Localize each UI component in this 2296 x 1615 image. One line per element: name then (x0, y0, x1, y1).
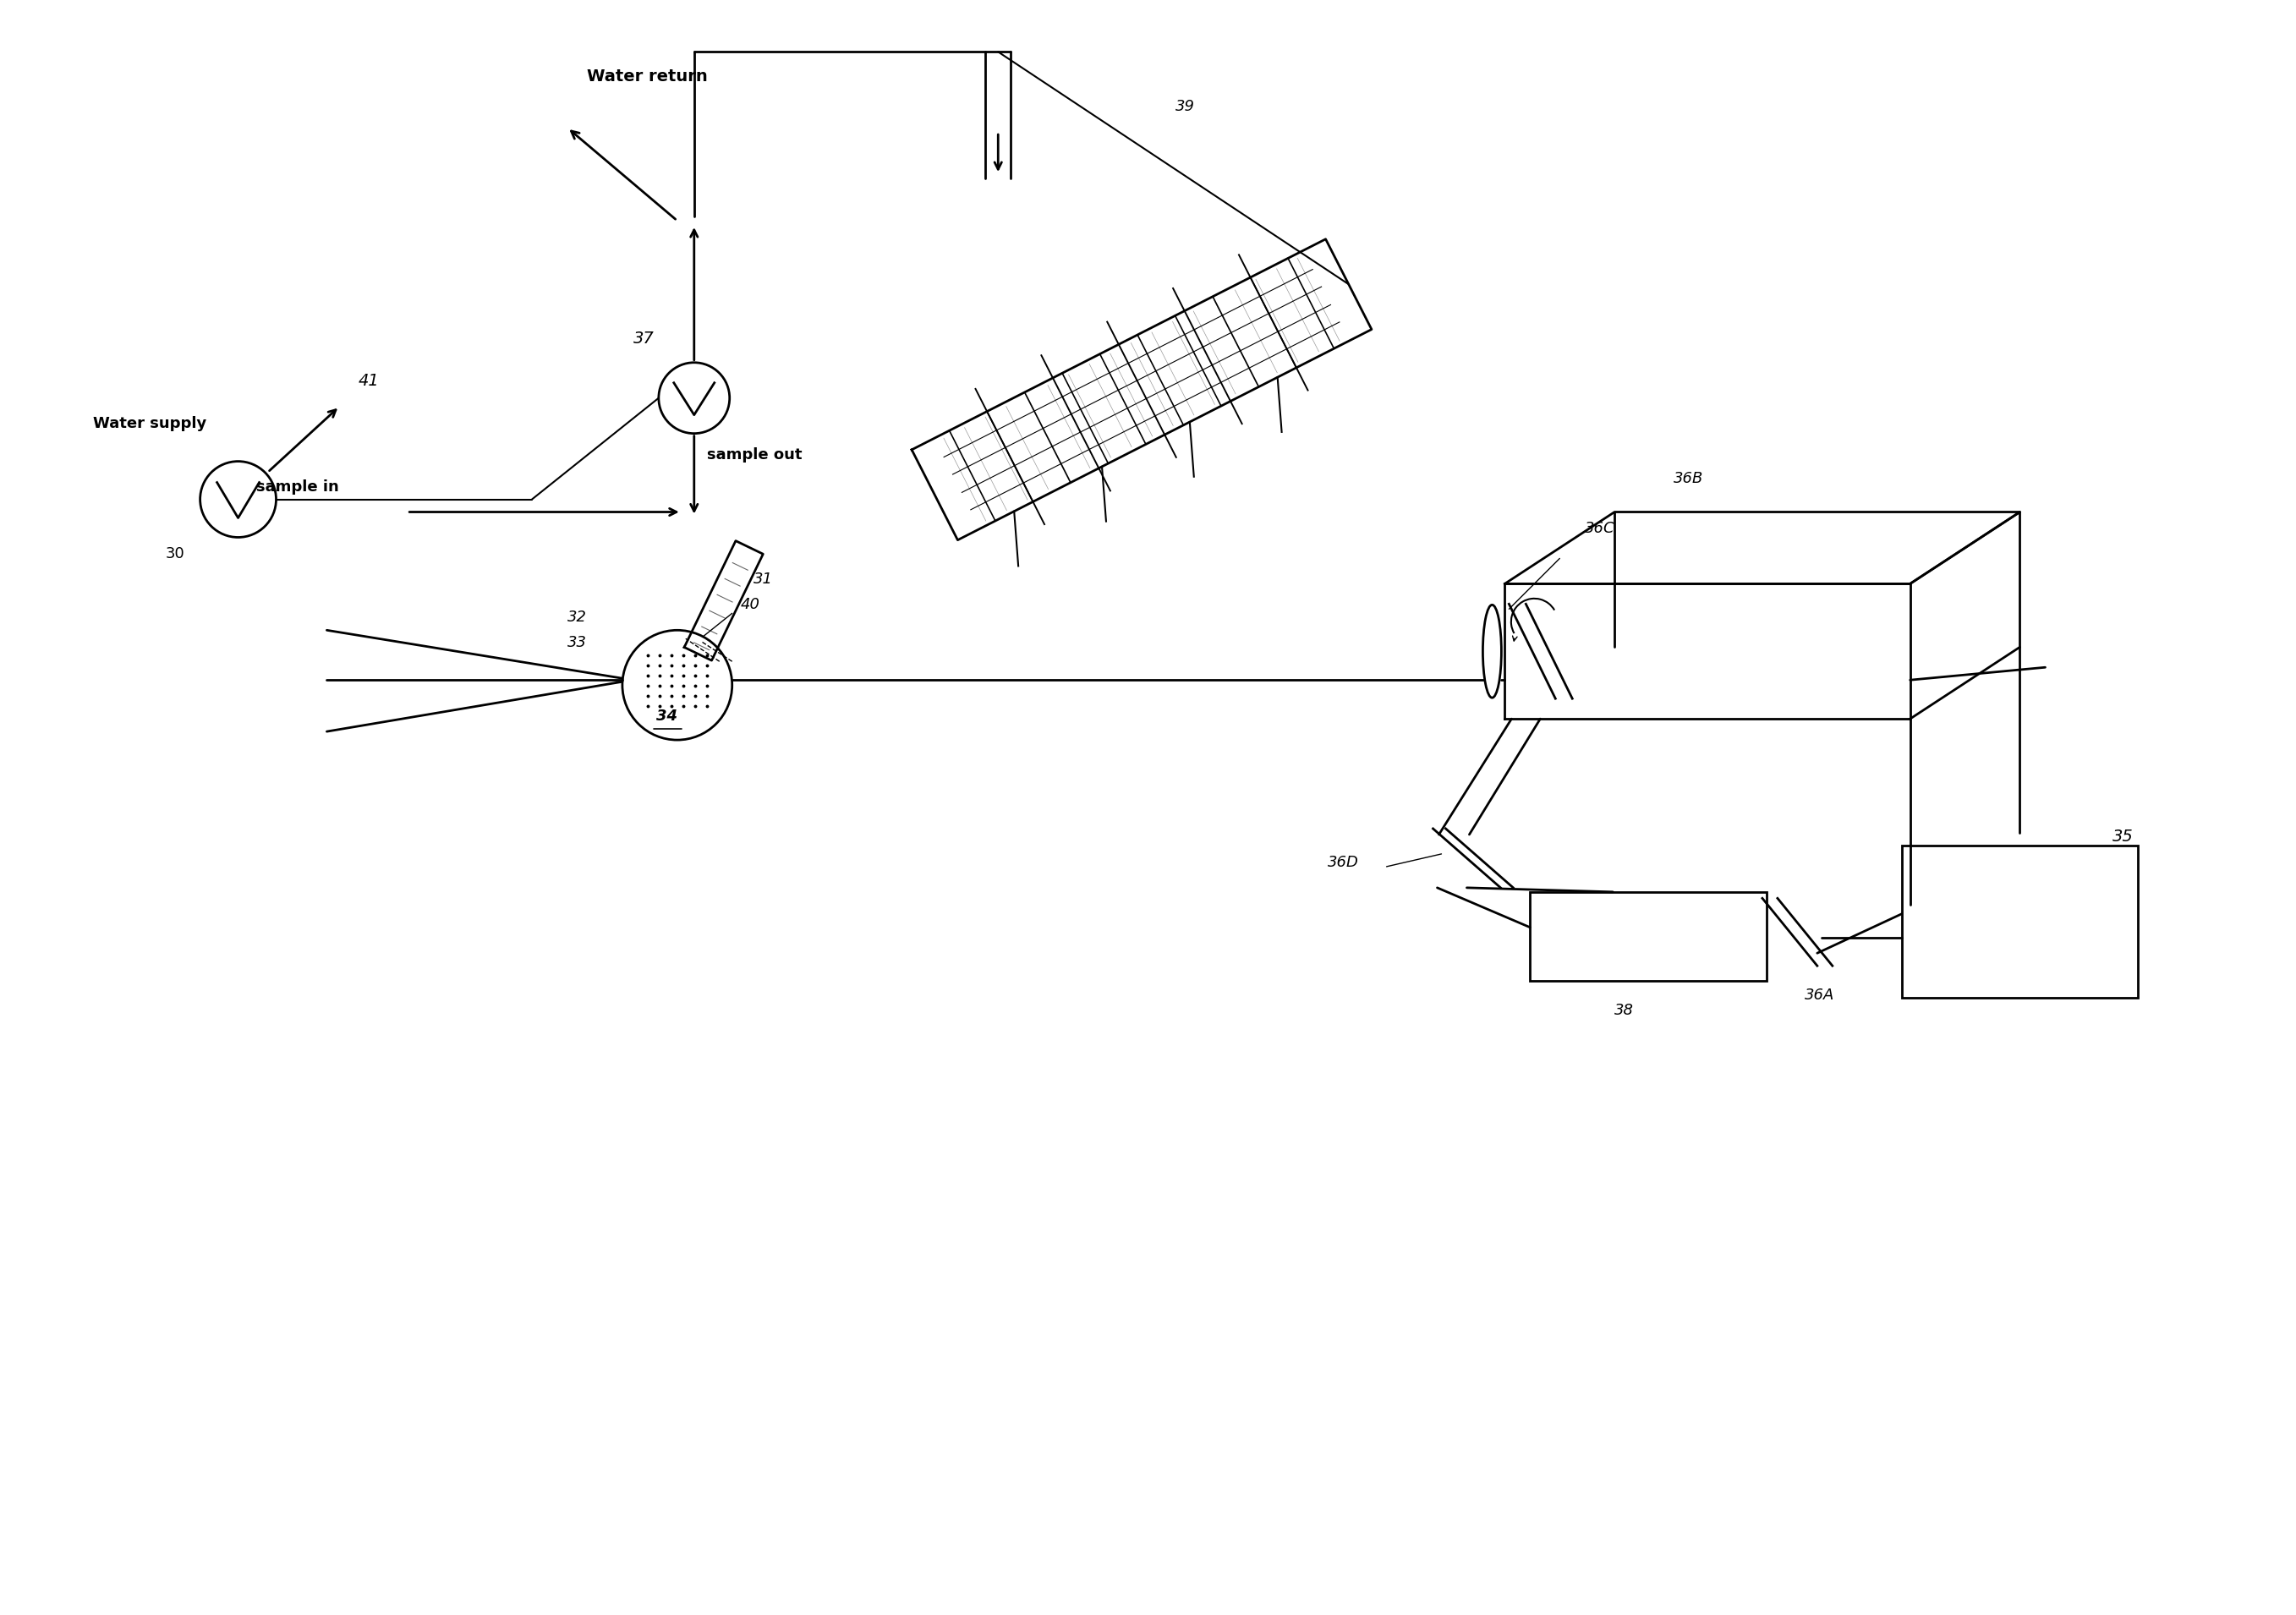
Text: sample in: sample in (255, 480, 338, 494)
Text: 32: 32 (567, 610, 588, 625)
Text: 31: 31 (753, 572, 774, 588)
Text: 40: 40 (742, 598, 760, 612)
Text: Water supply: Water supply (92, 415, 207, 431)
Text: 35: 35 (2112, 828, 2133, 845)
Text: 38: 38 (1614, 1003, 1635, 1017)
Text: 30: 30 (165, 546, 184, 562)
Text: 39: 39 (1176, 99, 1194, 115)
Text: 37: 37 (634, 331, 654, 347)
Text: 36B: 36B (1674, 470, 1704, 486)
Bar (1529, 891, 1766, 980)
Text: 34: 34 (657, 709, 677, 724)
Text: 33: 33 (567, 635, 588, 651)
Bar (1901, 846, 2138, 998)
Text: 36C: 36C (1584, 522, 1614, 536)
Text: sample out: sample out (707, 447, 801, 462)
Text: 36D: 36D (1327, 854, 1359, 870)
Text: 41: 41 (358, 373, 379, 389)
Text: Water return: Water return (588, 69, 707, 84)
Text: 36A: 36A (1805, 988, 1835, 1003)
